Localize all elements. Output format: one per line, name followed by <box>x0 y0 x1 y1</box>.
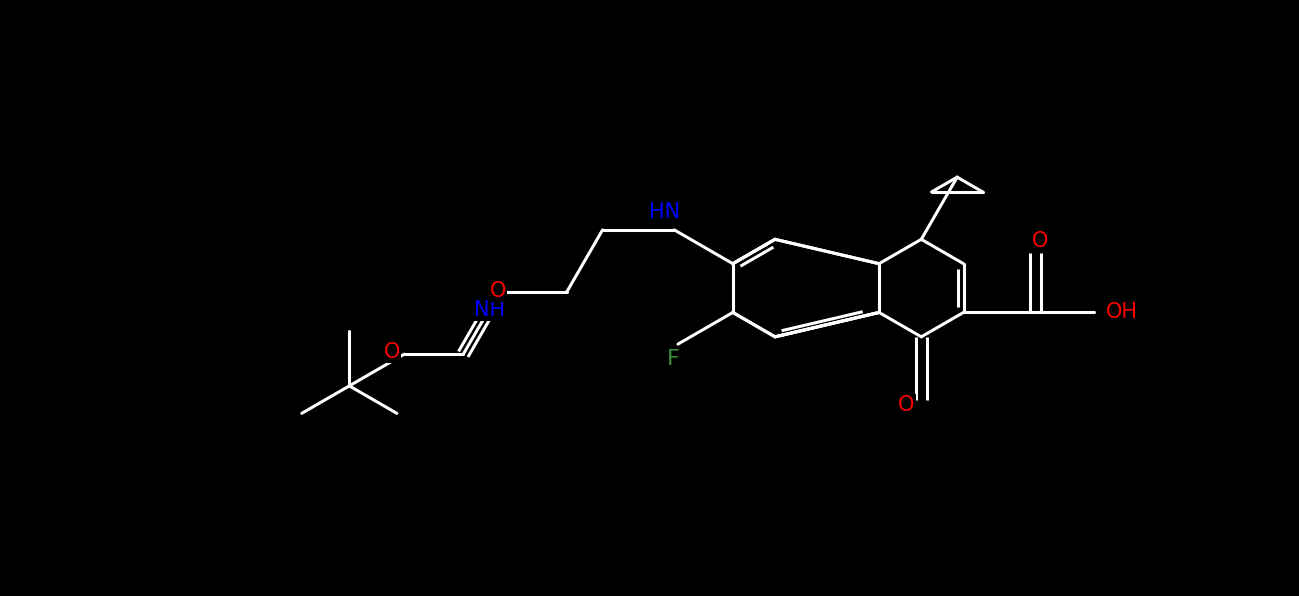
Text: O: O <box>1031 231 1048 252</box>
Text: O: O <box>898 395 914 415</box>
Text: HN: HN <box>648 202 679 222</box>
Text: OH: OH <box>1107 302 1138 322</box>
Text: O: O <box>490 281 505 301</box>
Text: F: F <box>666 349 679 369</box>
Text: O: O <box>385 342 400 362</box>
Text: NH: NH <box>474 300 505 320</box>
